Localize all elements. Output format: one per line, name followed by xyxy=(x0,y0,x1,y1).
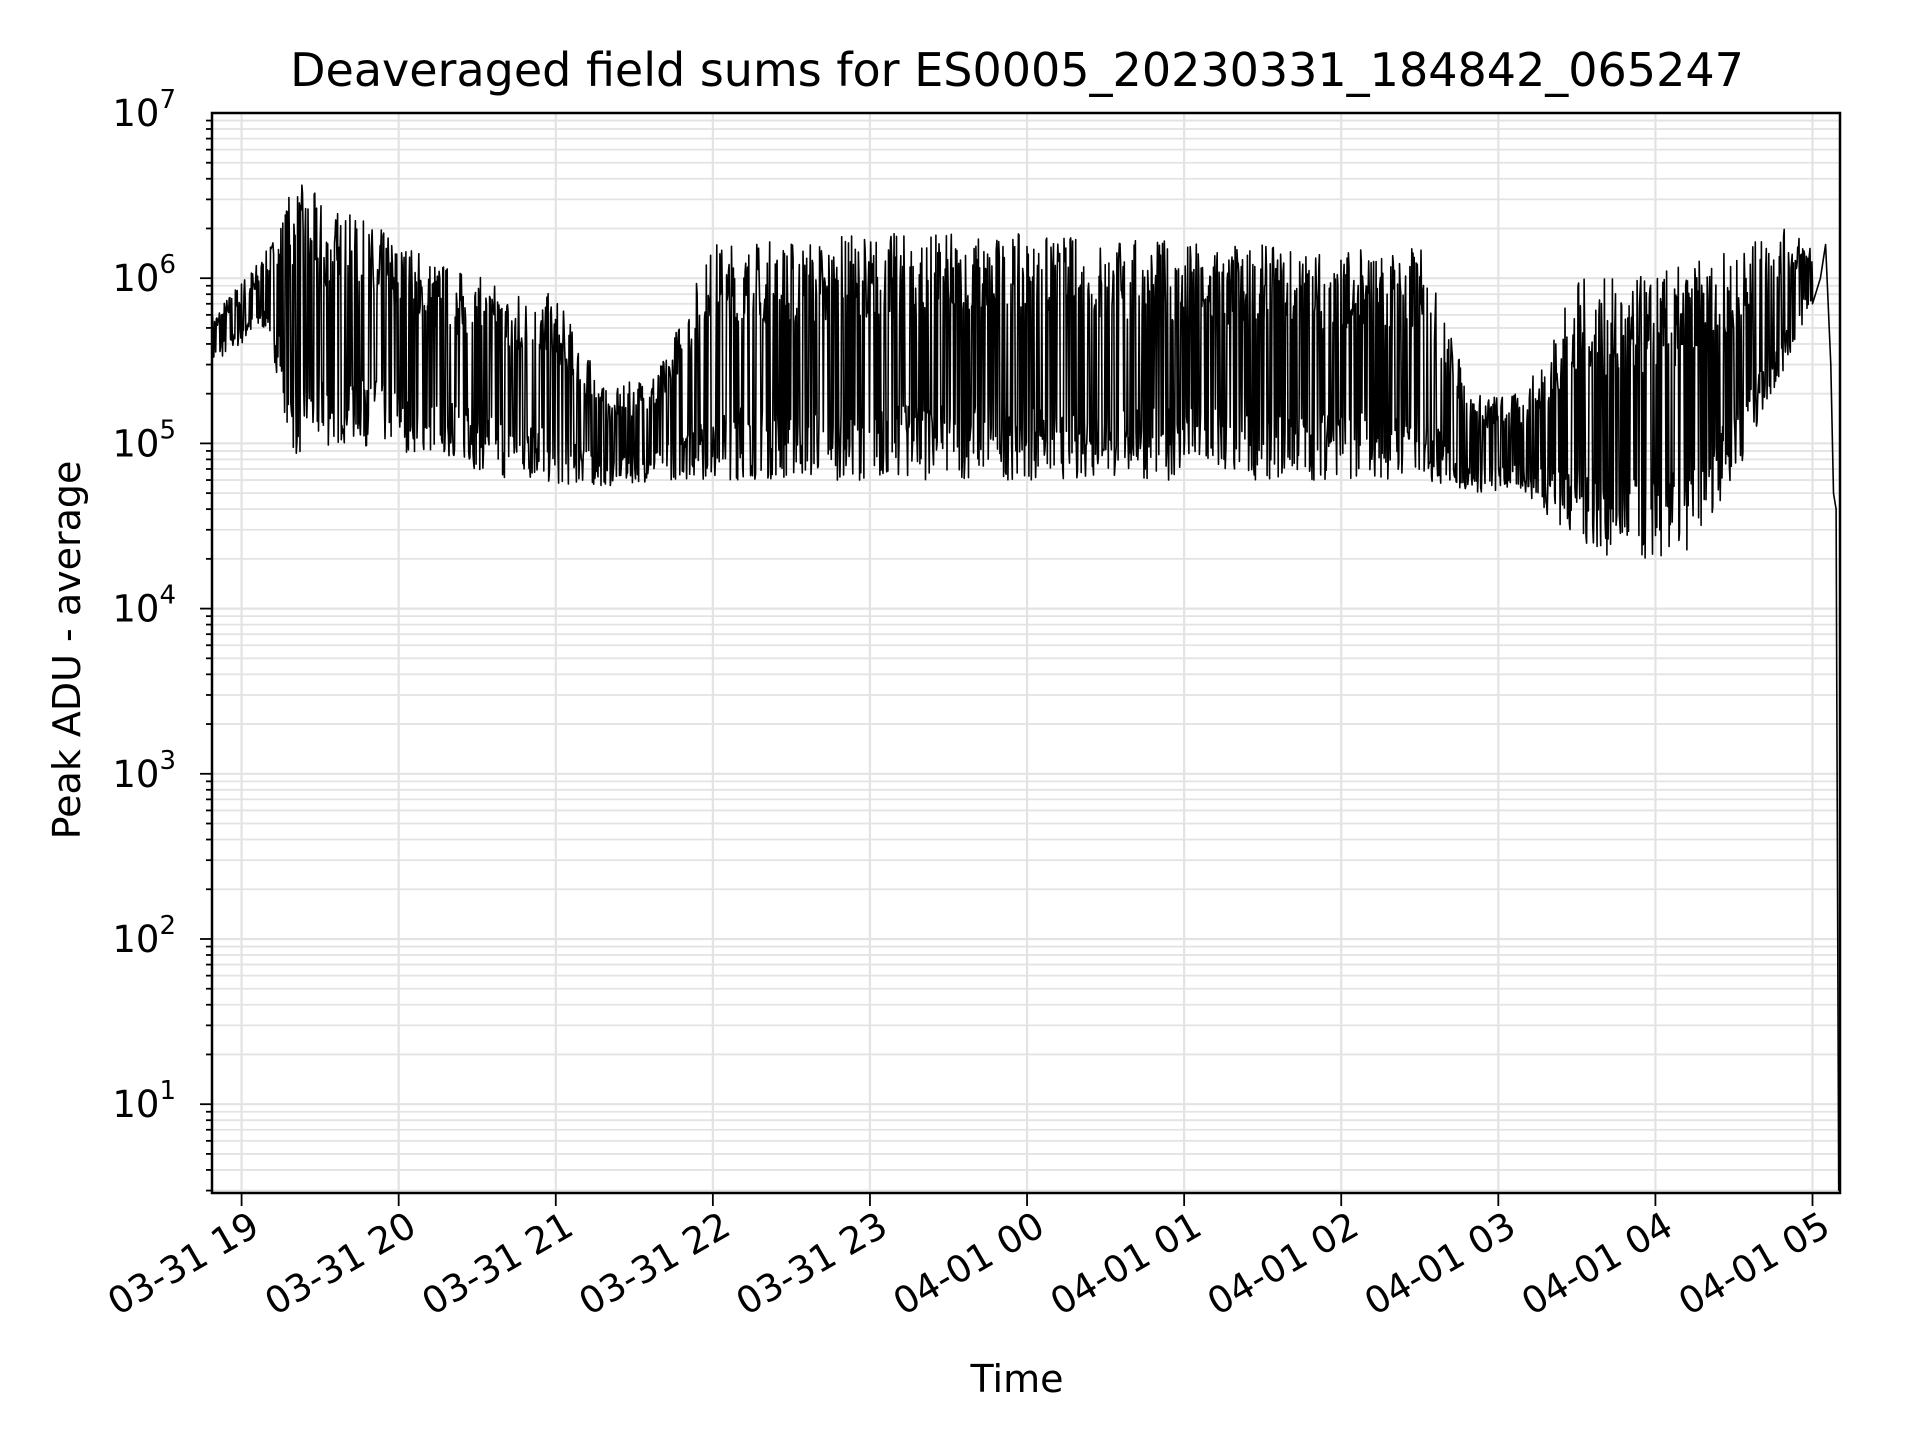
y-tick-base: 10 xyxy=(112,92,159,135)
y-tick-base: 10 xyxy=(112,753,159,796)
y-tick-exponent: 2 xyxy=(159,911,176,941)
y-tick-base: 10 xyxy=(112,422,159,465)
y-tick-label: 102 xyxy=(112,911,176,961)
y-tick-exponent: 7 xyxy=(159,85,176,115)
y-tick-exponent: 1 xyxy=(159,1076,176,1106)
series-line xyxy=(211,184,1840,1191)
y-tick-label: 107 xyxy=(112,85,176,135)
y-tick-base: 10 xyxy=(112,918,159,961)
y-tick-exponent: 6 xyxy=(159,250,176,280)
y-tick-label: 101 xyxy=(112,1076,176,1126)
x-axis-label: Time xyxy=(970,1357,1064,1401)
y-tick-label: 104 xyxy=(112,581,176,631)
grid xyxy=(212,113,1840,1193)
y-tick-label: 105 xyxy=(112,415,176,465)
y-tick-label: 103 xyxy=(112,746,176,796)
y-tick-label: 106 xyxy=(112,250,176,300)
y-axis-label: Peak ADU - average xyxy=(45,461,89,840)
y-tick-base: 10 xyxy=(112,1083,159,1126)
plot-frame xyxy=(210,111,1842,1195)
y-tick-exponent: 4 xyxy=(159,581,176,611)
series-layer xyxy=(211,184,1840,1191)
chart-title: Deaveraged field sums for ES0005_2023033… xyxy=(290,43,1744,97)
y-tick-base: 10 xyxy=(112,588,159,631)
y-tick-base: 10 xyxy=(112,257,159,300)
y-tick-exponent: 5 xyxy=(159,415,176,445)
y-tick-exponent: 3 xyxy=(159,746,176,776)
